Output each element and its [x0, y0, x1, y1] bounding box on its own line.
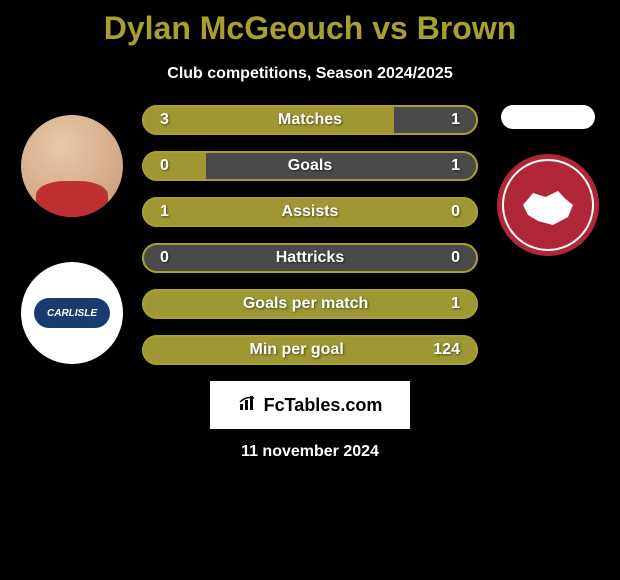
bar-label: Hattricks: [276, 249, 344, 267]
date-text: 11 november 2024: [10, 443, 610, 461]
stats-bars: 3 Matches 1 0 Goals 1 1 Assists 0 0 Hattricks 0 Goal…: [132, 105, 488, 365]
bar-right-value: 1: [451, 295, 460, 313]
page-title: Dylan McGeouch vs Brown: [10, 10, 610, 47]
bar-content: 0 Hattricks 0: [142, 249, 478, 267]
chart-icon: [238, 394, 260, 417]
club-badge-left: CARLISLE: [21, 262, 123, 364]
bar-right-value: 0: [451, 249, 460, 267]
bar-content: 3 Matches 1: [142, 111, 478, 129]
bar-left-value: 3: [160, 111, 169, 129]
bar-content: 0 Goals 1: [142, 157, 478, 175]
bar-label: Goals: [288, 157, 332, 175]
bar-left-value: 1: [160, 203, 169, 221]
right-column: [488, 105, 608, 256]
page-subtitle: Club competitions, Season 2024/2025: [10, 65, 610, 83]
stat-bar: 1 Assists 0: [142, 197, 478, 227]
bar-label: Goals per match: [243, 295, 368, 313]
bar-right-value: 1: [451, 111, 460, 129]
player-left-avatar: [21, 115, 123, 217]
stat-bar: 3 Matches 1: [142, 105, 478, 135]
content-area: CARLISLE 3 Matches 1 0 Goals 1 1 Assists 0 0 Hattr…: [10, 105, 610, 365]
bar-label: Min per goal: [250, 341, 344, 359]
stat-bar: Min per goal 124: [142, 335, 478, 365]
comparison-card: Dylan McGeouch vs Brown Club competition…: [0, 0, 620, 580]
player-right-placeholder: [501, 105, 595, 129]
bar-content: Goals per match 1: [142, 295, 478, 313]
stat-bar: Goals per match 1: [142, 289, 478, 319]
footer-brand-badge: FcTables.com: [210, 381, 410, 429]
bar-content: 1 Assists 0: [142, 203, 478, 221]
bar-content: Min per goal 124: [142, 341, 478, 359]
footer-brand-text: FcTables.com: [264, 395, 383, 416]
stat-bar: 0 Goals 1: [142, 151, 478, 181]
bar-label: Assists: [282, 203, 339, 221]
club-badge-right: [497, 154, 599, 256]
club-badge-ring: [502, 159, 594, 251]
carlisle-logo: CARLISLE: [34, 298, 110, 328]
stat-bar: 0 Hattricks 0: [142, 243, 478, 273]
bar-left-value: 0: [160, 157, 169, 175]
bar-right-value: 1: [451, 157, 460, 175]
bar-label: Matches: [278, 111, 342, 129]
bar-right-value: 124: [433, 341, 460, 359]
bar-left-value: 0: [160, 249, 169, 267]
bar-right-value: 0: [451, 203, 460, 221]
left-column: CARLISLE: [12, 105, 132, 364]
